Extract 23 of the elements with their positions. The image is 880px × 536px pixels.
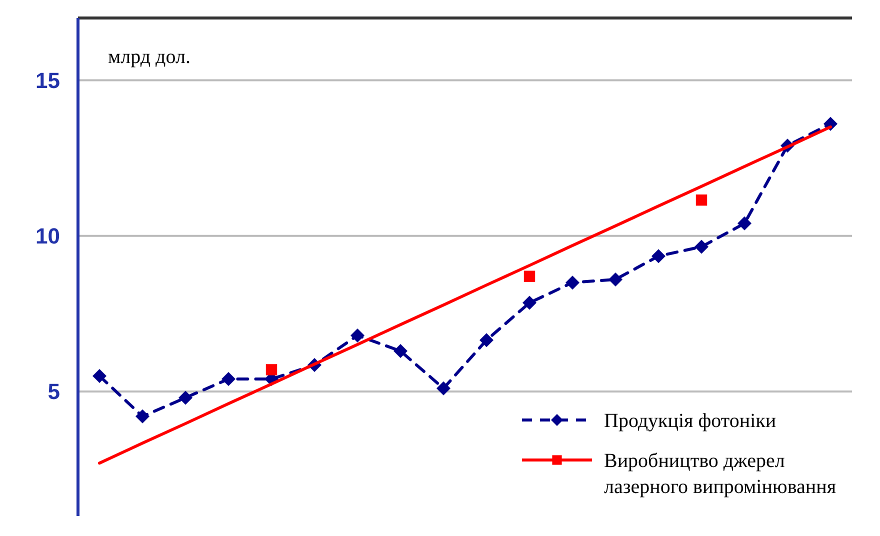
point (394, 344, 408, 358)
y-tick-label: 5 (48, 379, 60, 404)
point (522, 296, 536, 310)
point (566, 276, 580, 290)
point (266, 364, 278, 376)
point (92, 368, 106, 383)
point (652, 249, 666, 264)
point (608, 272, 622, 286)
point (178, 390, 192, 405)
y-tick-label: 10 (36, 224, 60, 249)
y-tick-label: 15 (36, 68, 60, 93)
y-axis-title: млрд дол. (108, 46, 190, 68)
point (436, 381, 450, 396)
point (524, 270, 536, 282)
point (350, 328, 364, 342)
legend-label: Продукція фотоніки (604, 410, 776, 432)
legend-label: Виробництво джерел лазерного випромінювання (604, 450, 836, 498)
point (694, 240, 708, 254)
point (696, 194, 708, 206)
point (222, 372, 236, 386)
point (136, 409, 150, 424)
point (738, 216, 752, 230)
point (480, 333, 494, 348)
